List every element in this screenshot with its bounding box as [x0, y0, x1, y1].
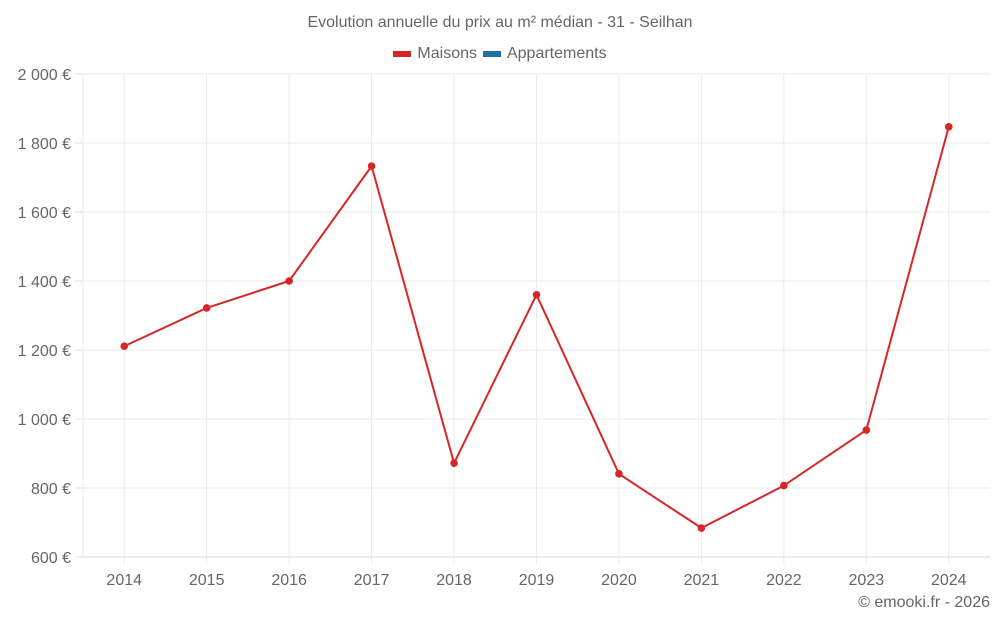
x-tick-label: 2024	[931, 572, 967, 589]
y-tick-label: 1 000 €	[18, 412, 71, 429]
legend-item-maisons[interactable]: Maisons	[393, 45, 477, 63]
data-point-marker[interactable]	[202, 304, 211, 312]
y-axis: 600 € 800 € 1 000 € 1 200 € 1 400 € 1 600 € 1 …	[18, 67, 83, 567]
x-tick-label: 2022	[766, 572, 802, 589]
x-tick-label: 2017	[354, 572, 390, 589]
y-tick-label: 800 €	[31, 481, 71, 498]
x-tick-label: 2023	[849, 572, 885, 589]
legend-swatch-maisons	[393, 51, 412, 57]
legend-label-appartements: Appartements	[506, 45, 607, 62]
chart-title: Evolution annuelle du prix au m² médian …	[307, 14, 693, 31]
legend-swatch-appartements	[482, 51, 501, 57]
data-point-marker[interactable]	[450, 459, 458, 467]
series-maisons	[120, 122, 953, 532]
copyright-credit: © emooki.fr - 2026	[858, 594, 990, 611]
x-tick-label: 2016	[271, 572, 307, 589]
x-axis: 2014 2015 2016 2017 2018 2019 2020 2021 2022 2023…	[83, 556, 990, 589]
data-point-marker[interactable]	[532, 291, 541, 299]
y-tick-label: 600 €	[31, 550, 71, 567]
x-tick-label: 2015	[189, 572, 225, 589]
data-point-marker[interactable]	[285, 277, 293, 285]
x-tick-label: 2021	[684, 572, 720, 589]
data-point-marker[interactable]	[780, 481, 788, 490]
legend-item-appartements[interactable]: Appartements	[482, 45, 607, 63]
y-tick-label: 1 400 €	[18, 274, 71, 291]
y-tick-label: 1 200 €	[18, 343, 71, 360]
data-point-marker[interactable]	[862, 426, 871, 434]
grid-lines	[82, 73, 990, 565]
x-tick-label: 2018	[436, 572, 472, 589]
x-tick-label: 2019	[519, 572, 555, 589]
legend-label-maisons: Maisons	[417, 45, 477, 62]
x-tick-label: 2014	[106, 572, 142, 589]
data-point-marker[interactable]	[367, 162, 376, 170]
y-tick-label: 1 600 €	[18, 205, 71, 222]
data-point-marker[interactable]	[944, 122, 953, 131]
y-tick-label: 1 800 €	[18, 136, 71, 153]
x-tick-label: 2020	[601, 572, 637, 589]
data-point-marker[interactable]	[697, 524, 706, 532]
data-point-marker[interactable]	[120, 342, 129, 351]
chart-legend: Maisons Appartements	[0, 45, 1000, 63]
y-tick-label: 2 000 €	[18, 67, 71, 84]
data-point-marker[interactable]	[615, 470, 623, 478]
